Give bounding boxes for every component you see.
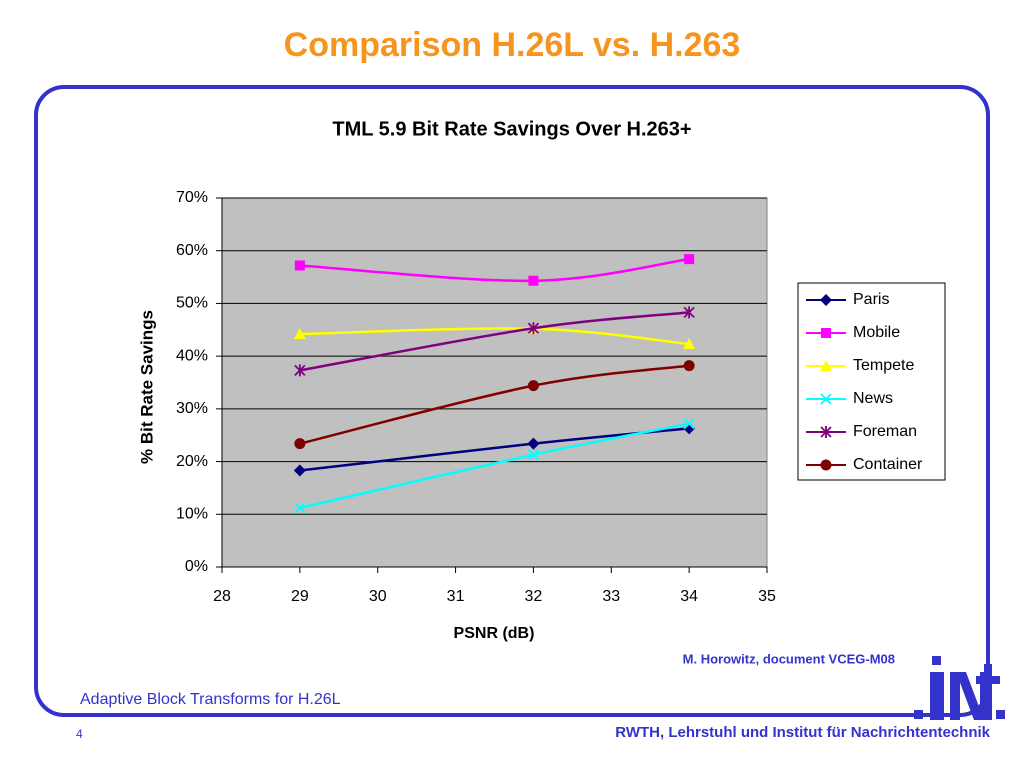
marker (527, 437, 540, 450)
x-tick-label: 32 (525, 588, 543, 605)
marker (684, 254, 695, 265)
marker (294, 260, 305, 271)
source-note: M. Horowitz, document VCEG-M08 (683, 651, 895, 666)
series-line (299, 422, 690, 510)
x-tick-label: 28 (213, 588, 231, 605)
legend-label: Paris (853, 291, 889, 308)
legend-marker (820, 360, 832, 371)
marker (527, 322, 540, 335)
legend-label: Foreman (853, 423, 917, 440)
logo (914, 656, 1005, 720)
marker (527, 380, 539, 392)
legend-label: Tempete (853, 357, 914, 374)
institute: RWTH, Lehrstuhl und Institut für Nachric… (615, 724, 990, 741)
y-tick-label: 50% (176, 295, 208, 312)
legend-marker (820, 459, 832, 471)
x-axis-label: PSNR (dB) (454, 625, 535, 642)
legend (797, 282, 946, 481)
legend-label: Container (853, 456, 923, 473)
marker (294, 438, 306, 450)
legend-marker (820, 426, 832, 438)
series-line (299, 364, 690, 445)
x-tick-label: 33 (602, 588, 620, 605)
legend-marker (820, 294, 832, 306)
marker (683, 417, 695, 430)
slide-title: Comparison H.26L vs. H.263 (284, 26, 741, 64)
y-tick-label: 10% (176, 506, 208, 523)
series-line (299, 257, 690, 283)
marker (528, 275, 539, 286)
x-tick-label: 34 (680, 588, 698, 605)
marker (293, 328, 306, 340)
y-tick-label: 70% (176, 189, 208, 206)
y-axis-label: % Bit Rate Savings (137, 310, 156, 464)
marker (293, 464, 306, 477)
series-line (299, 311, 690, 372)
marker (683, 306, 695, 319)
legend-marker (821, 328, 831, 338)
y-tick-label: 60% (176, 242, 208, 259)
marker (527, 449, 540, 461)
legend-marker (820, 393, 832, 405)
marker (683, 360, 695, 372)
legend-label: Mobile (853, 324, 900, 341)
page-number: 4 (76, 727, 83, 741)
y-tick-label: 0% (185, 558, 208, 575)
x-tick-label: 31 (447, 588, 465, 605)
y-tick-label: 30% (176, 400, 208, 417)
marker (683, 338, 696, 350)
y-tick-label: 20% (176, 453, 208, 470)
marker (294, 364, 306, 377)
marker (294, 502, 306, 514)
footer-text: Adaptive Block Transforms for H.26L (80, 691, 341, 708)
slide-frame (34, 85, 990, 717)
x-tick-label: 35 (758, 588, 776, 605)
y-tick-label: 40% (176, 347, 208, 364)
legend-label: News (853, 390, 893, 407)
chart-title: TML 5.9 Bit Rate Savings Over H.263+ (332, 118, 691, 140)
x-tick-label: 29 (291, 588, 309, 605)
x-tick-label: 30 (369, 588, 387, 605)
